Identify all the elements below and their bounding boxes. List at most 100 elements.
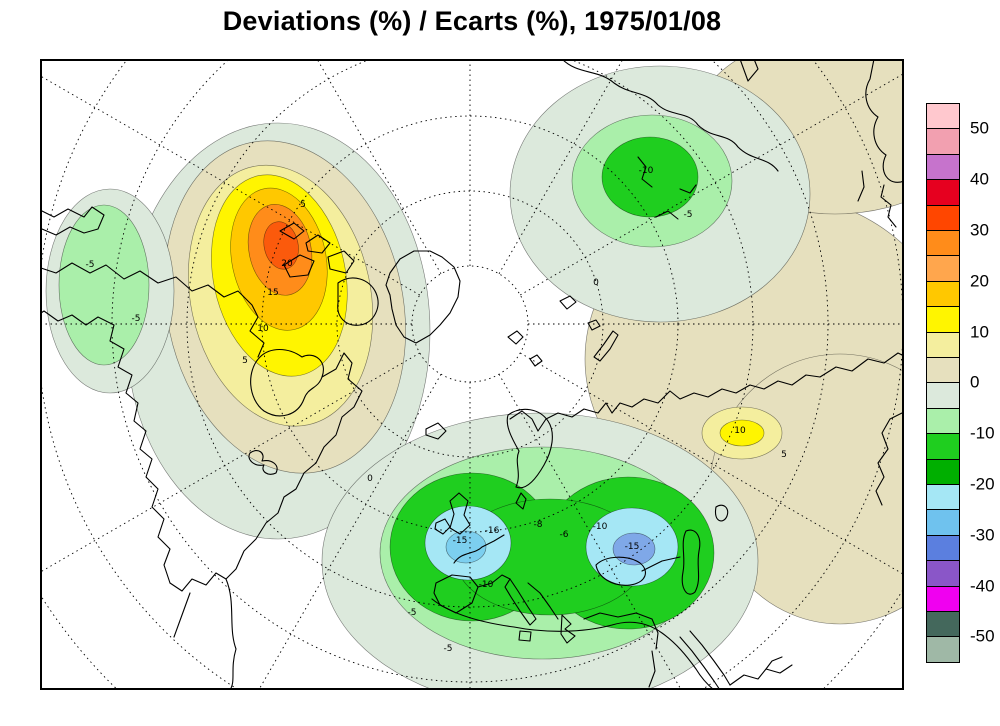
contour-value-label: 5: [781, 450, 787, 460]
greenland: [385, 250, 461, 344]
coastline-hudson-bay: [250, 348, 324, 417]
legend-swatch: [926, 230, 960, 257]
siberia-detail: [655, 210, 679, 220]
iceland: [425, 422, 447, 440]
arctic-island: [305, 234, 331, 254]
legend-value: 10: [970, 322, 989, 342]
legend-value: -40: [970, 576, 995, 596]
meridian-line: [498, 374, 682, 690]
coastline-mexico: [225, 578, 237, 690]
siberia-detail: [679, 184, 697, 194]
contour-value-label: -16: [485, 526, 500, 536]
red-sea: [689, 630, 731, 686]
persian-gulf: [765, 656, 783, 670]
legend-value: 0: [970, 372, 980, 392]
legend-swatch: [926, 382, 960, 409]
coastline-france: [453, 534, 505, 564]
legend-swatch: [926, 255, 960, 282]
sakhalin: [857, 170, 865, 202]
scandinavia: [506, 408, 553, 489]
map-canvas: 20 15 10 5 5 -5 -5 -10 -5 0 -15 -16 -8 -6 -10 -15 -5 -10 1…: [40, 59, 904, 690]
legend-value: 40: [970, 169, 989, 189]
arctic-island: [529, 354, 543, 367]
arabia-coast: [729, 664, 793, 686]
arctic-island: [587, 319, 601, 331]
meridian-line: [520, 352, 904, 576]
contour-value-label: -6: [560, 530, 569, 540]
legend-swatch: [926, 484, 960, 511]
denmark: [515, 492, 527, 510]
great-lakes: [248, 450, 278, 475]
legend-swatch: [926, 585, 960, 612]
coastline-ne-siberia: [561, 59, 779, 172]
contour-value-label: -5: [408, 608, 417, 618]
sicily: [518, 630, 532, 642]
black-sea: [595, 556, 646, 586]
anomaly-region: [445, 530, 487, 564]
coastline-east-asia: [865, 59, 904, 183]
legend-swatch: [926, 280, 960, 308]
kamchatka: [739, 59, 759, 82]
novaya-zemlya: [593, 330, 619, 362]
legend-value: -30: [970, 525, 995, 545]
legend-swatch: [926, 433, 960, 460]
ireland: [434, 518, 451, 535]
svalbard: [507, 330, 524, 345]
aral-sea: [714, 504, 729, 522]
turkey-levant: [583, 612, 659, 650]
contour-value-label: 5: [242, 356, 248, 366]
contour-value-label: -5: [132, 314, 141, 324]
legend-swatch: [926, 306, 960, 333]
contour-value-label: -10: [479, 580, 494, 590]
red-sea: [679, 636, 721, 690]
caspian-sea: [681, 529, 701, 595]
legend-value: 50: [970, 118, 989, 138]
chukotka: [40, 206, 105, 236]
contour-value-label: 5: [300, 200, 306, 210]
greece: [560, 614, 576, 644]
caucasus: [641, 556, 681, 572]
legend-swatch: [926, 636, 960, 663]
legend-value: -10: [970, 423, 995, 443]
contour-value-label: 0: [367, 474, 373, 484]
contour-value-label: -15: [625, 542, 640, 552]
legend-swatch: [926, 103, 960, 130]
japan-arc: [880, 184, 897, 228]
anomaly-region: [719, 419, 765, 447]
arctic-island: [559, 295, 577, 310]
coastlines: [40, 59, 904, 690]
legend-swatch: [926, 331, 960, 358]
coastline-north-america: [40, 262, 265, 358]
legend-swatch: [926, 611, 960, 638]
arctic-island: [327, 250, 355, 274]
coastline-na-east: [169, 352, 363, 592]
arctic-island: [283, 254, 315, 278]
legend-swatch: [926, 560, 960, 587]
meridian-line: [40, 352, 420, 573]
contour-value-label: -10: [639, 166, 654, 176]
legend-swatch: [926, 357, 960, 384]
map-frame: [40, 59, 904, 690]
coastline-baja: [173, 592, 191, 638]
north-africa-coast: [431, 598, 715, 690]
contour-value-label: -8: [534, 520, 543, 530]
legend-swatch: [926, 509, 960, 536]
britain: [449, 492, 471, 535]
meridian-line: [520, 72, 904, 296]
contour-value-label: -10: [593, 522, 608, 532]
italy: [504, 578, 537, 626]
anomaly-region: [58, 204, 150, 366]
legend-value: -20: [970, 474, 995, 494]
legend-swatch: [926, 128, 960, 155]
balkans: [527, 582, 559, 620]
contour-value-label: -5: [86, 260, 95, 270]
positive-anomaly-canada: [164, 140, 406, 474]
anomaly-region: [601, 136, 699, 218]
baffin-island: [337, 277, 379, 326]
contour-value-label: 15: [267, 288, 278, 298]
contour-value-label: 0: [593, 278, 599, 288]
coastline-riviera: [477, 574, 511, 588]
nile: [648, 650, 656, 688]
legend-swatch: [926, 534, 960, 562]
